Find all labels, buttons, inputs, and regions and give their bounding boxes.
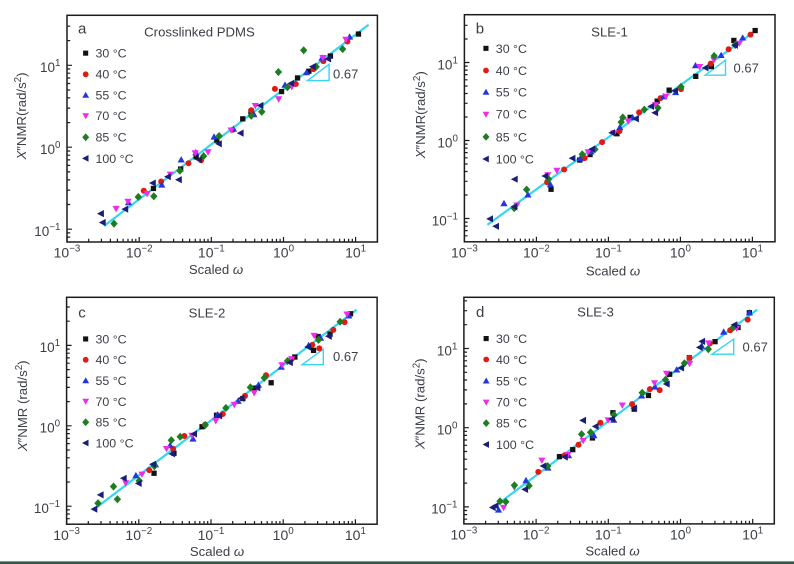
- svg-text:40 °C: 40 °C: [496, 353, 527, 367]
- svg-text:X″NMR(rad/s2): X″NMR(rad/s2): [13, 72, 29, 160]
- svg-text:SLE-1: SLE-1: [591, 25, 628, 40]
- svg-text:SLE-3: SLE-3: [577, 304, 614, 319]
- svg-text:70 °C: 70 °C: [496, 396, 527, 410]
- svg-text:X″NMR (rad/s2): X″NMR (rad/s2): [14, 360, 30, 452]
- svg-text:100 °C: 100 °C: [96, 436, 134, 450]
- svg-text:85 °C: 85 °C: [96, 131, 127, 145]
- svg-text:0.67: 0.67: [743, 340, 768, 355]
- svg-text:85 °C: 85 °C: [96, 416, 127, 430]
- svg-text:Scaled ω: Scaled ω: [586, 264, 640, 279]
- svg-text:55 °C: 55 °C: [96, 89, 127, 103]
- svg-text:Scaled ω: Scaled ω: [189, 262, 243, 277]
- svg-text:30 °C: 30 °C: [96, 332, 127, 346]
- svg-text:0.67: 0.67: [333, 67, 358, 82]
- svg-text:70 °C: 70 °C: [496, 108, 527, 122]
- svg-text:30 °C: 30 °C: [496, 42, 527, 56]
- svg-text:40 °C: 40 °C: [96, 353, 127, 367]
- svg-text:b: b: [476, 20, 484, 37]
- svg-text:100 °C: 100 °C: [496, 152, 534, 166]
- svg-text:SLE-2: SLE-2: [189, 306, 226, 321]
- svg-text:c: c: [78, 304, 86, 321]
- svg-text:55 °C: 55 °C: [96, 374, 127, 388]
- svg-text:40 °C: 40 °C: [496, 64, 527, 78]
- svg-text:100 °C: 100 °C: [496, 438, 534, 452]
- svg-text:Scaled ω: Scaled ω: [190, 544, 244, 559]
- svg-text:Scaled ω: Scaled ω: [585, 544, 639, 559]
- svg-text:70 °C: 70 °C: [96, 109, 127, 123]
- svg-text:0.67: 0.67: [333, 349, 358, 364]
- svg-text:30 °C: 30 °C: [496, 332, 527, 346]
- svg-text:70 °C: 70 °C: [96, 395, 127, 409]
- svg-text:Crosslinked PDMS: Crosslinked PDMS: [144, 24, 255, 39]
- svg-text:d: d: [476, 304, 484, 321]
- svg-text:X″NMR(rad/s2): X″NMR(rad/s2): [412, 71, 428, 159]
- svg-text:100 °C: 100 °C: [96, 152, 134, 166]
- svg-text:X″NMR (rad/s2): X″NMR (rad/s2): [412, 358, 428, 450]
- svg-text:30 °C: 30 °C: [96, 47, 127, 61]
- svg-text:55 °C: 55 °C: [496, 374, 527, 388]
- svg-text:55 °C: 55 °C: [496, 86, 527, 100]
- svg-text:85 °C: 85 °C: [496, 130, 527, 144]
- svg-text:a: a: [78, 21, 87, 38]
- svg-text:0.67: 0.67: [734, 60, 759, 75]
- svg-text:85 °C: 85 °C: [496, 417, 527, 431]
- svg-text:40 °C: 40 °C: [96, 68, 127, 82]
